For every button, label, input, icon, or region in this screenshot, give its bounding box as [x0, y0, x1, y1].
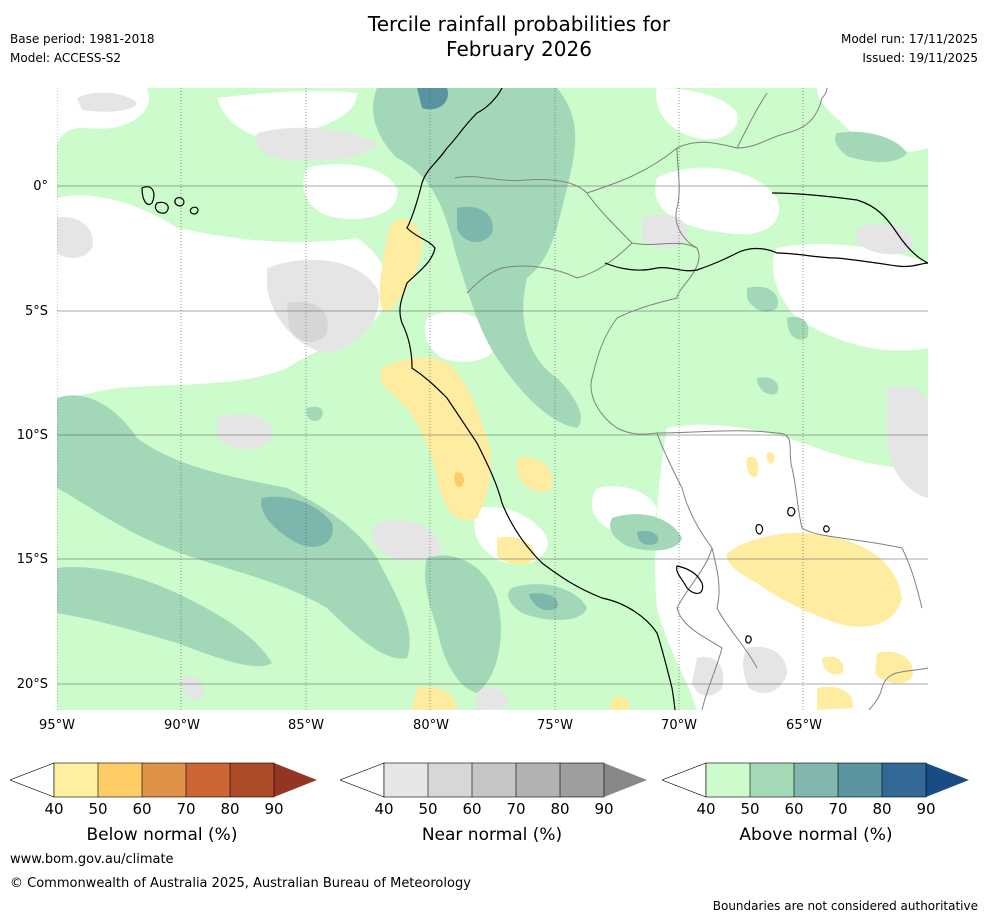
above-normal-colorbar [662, 762, 969, 798]
above-normal-strong-areas [57, 88, 907, 693]
near-colorbar-segment-2 [472, 763, 516, 797]
near-tick-40: 40 [374, 800, 394, 818]
near-colorbar-segment-5 [604, 763, 647, 797]
near-colorbar-segment-1 [428, 763, 472, 797]
below-tick-80: 80 [220, 800, 240, 818]
above-tick-90: 90 [916, 800, 936, 818]
near-tick-60: 60 [462, 800, 482, 818]
graticule [57, 88, 928, 710]
below-tick-60: 60 [132, 800, 152, 818]
lat-tick-0: 0° [33, 179, 48, 194]
below-tick-70: 70 [176, 800, 196, 818]
below-tick-50: 50 [88, 800, 108, 818]
above-colorbar-segment-4 [882, 763, 926, 797]
above-colorbar-segment-3 [838, 763, 882, 797]
probability-map [57, 88, 928, 710]
below-colorbar-segment-5 [274, 763, 317, 797]
below-colorbar-segment-4 [230, 763, 274, 797]
lon-tick-80w: 80°W [413, 718, 449, 733]
below-normal-areas [379, 219, 913, 710]
model-name: Model: ACCESS-S2 [10, 51, 122, 65]
near-normal-areas [57, 92, 928, 710]
above-colorbar-segment-5 [926, 763, 969, 797]
near-tick-70: 70 [506, 800, 526, 818]
above-normal-label: Above normal (%) [739, 825, 893, 845]
below-colorbar-segment-1 [98, 763, 142, 797]
above-colorbar-segment-1 [750, 763, 794, 797]
lon-tick-70w: 70°W [661, 718, 697, 733]
above-tick-60: 60 [784, 800, 804, 818]
title-line-1: Tercile rainfall probabilities for [367, 12, 671, 36]
below-tick-40: 40 [44, 800, 64, 818]
lat-tick-15s: 15°S [16, 552, 48, 567]
lat-tick-20s: 20°S [16, 677, 48, 692]
near-tick-50: 50 [418, 800, 438, 818]
below-colorbar-segment-2 [142, 763, 186, 797]
website-link[interactable]: www.bom.gov.au/climate [10, 852, 174, 867]
near-tick-80: 80 [550, 800, 570, 818]
lat-tick-10s: 10°S [16, 428, 48, 443]
chart-title: Tercile rainfall probabilities for Febru… [0, 12, 988, 62]
above-colorbar-segment-2 [794, 763, 838, 797]
above-tick-50: 50 [740, 800, 760, 818]
lon-tick-65w: 65°W [786, 718, 822, 733]
coastline [141, 88, 928, 710]
below-normal-colorbar [10, 762, 317, 798]
near-normal-label: Near normal (%) [421, 825, 563, 845]
above-tick-70: 70 [828, 800, 848, 818]
lon-tick-90w: 90°W [164, 718, 200, 733]
lon-tick-85w: 85°W [288, 718, 324, 733]
below-colorbar-segment-0 [54, 763, 98, 797]
boundary-disclaimer: Boundaries are not considered authoritat… [712, 899, 978, 913]
above-colorbar-segment-0 [706, 763, 750, 797]
near-colorbar-segment-3 [516, 763, 560, 797]
title-line-2: February 2026 [446, 37, 592, 61]
model-run: Model run: 17/11/2025 [840, 32, 978, 46]
above-tick-80: 80 [872, 800, 892, 818]
above-tick-40: 40 [696, 800, 716, 818]
lat-tick-5s: 5°S [24, 304, 48, 319]
base-period: Base period: 1981-2018 [10, 32, 155, 46]
near-colorbar-segment-4 [560, 763, 604, 797]
lon-tick-95w: 95°W [39, 718, 75, 733]
country-borders [454, 88, 928, 710]
below-colorbar-segment-3 [186, 763, 230, 797]
below-tick-90: 90 [264, 800, 284, 818]
near-tick-90: 90 [594, 800, 614, 818]
below-normal-label: Below normal (%) [86, 825, 238, 845]
near-normal-colorbar [340, 762, 647, 798]
near-colorbar-segment-0 [384, 763, 428, 797]
issued-date: Issued: 19/11/2025 [862, 51, 978, 65]
copyright-notice: © Commonwealth of Australia 2025, Austra… [10, 876, 471, 891]
lon-tick-75w: 75°W [537, 718, 573, 733]
